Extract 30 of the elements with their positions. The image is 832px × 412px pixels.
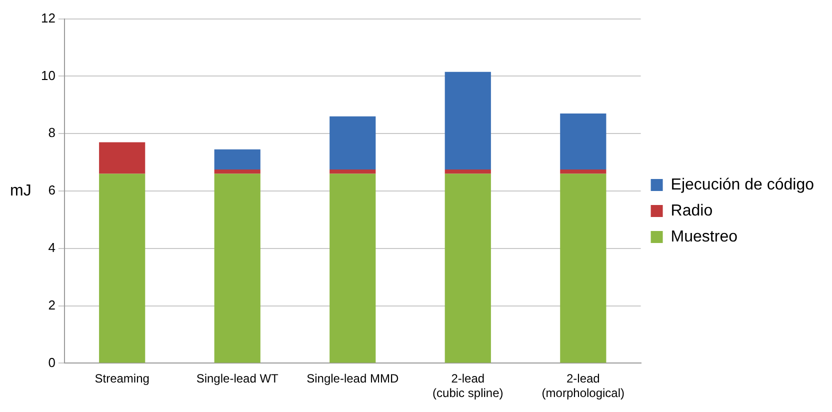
x-tick-label: Single-lead WT: [196, 372, 280, 386]
bar: [330, 174, 376, 363]
bar: [330, 169, 376, 174]
bar: [330, 116, 376, 170]
legend-label: Radio: [670, 202, 713, 220]
y-tick-label: 8: [48, 125, 56, 140]
y-tick-label: 2: [48, 297, 56, 312]
bar: [444, 169, 491, 174]
x-tick-label: Single-lead MMD: [306, 372, 399, 386]
bar: [99, 174, 146, 363]
y-axis-title: mJ: [10, 182, 32, 200]
y-tick-label: 4: [48, 240, 56, 255]
x-tick-label: 2-lead (cubic spline): [432, 372, 504, 400]
bar: [214, 149, 260, 170]
x-tick-label: Streaming: [94, 372, 150, 386]
bar: [444, 174, 491, 363]
bar: [560, 174, 606, 363]
bar: [560, 169, 606, 174]
y-tick-label: 0: [48, 354, 56, 370]
legend-label: Ejecución de código: [670, 176, 814, 194]
y-tick-label: 10: [40, 68, 56, 83]
y-tick-label: 12: [40, 10, 56, 26]
bar: [444, 72, 491, 170]
bar: [99, 142, 146, 174]
y-tick-label: 6: [48, 182, 56, 198]
legend-label: Muestreo: [670, 228, 738, 246]
x-tick-label: 2-lead (morphological): [542, 372, 625, 400]
bar: [560, 114, 606, 170]
bar: [214, 169, 260, 174]
bar: [214, 174, 260, 363]
